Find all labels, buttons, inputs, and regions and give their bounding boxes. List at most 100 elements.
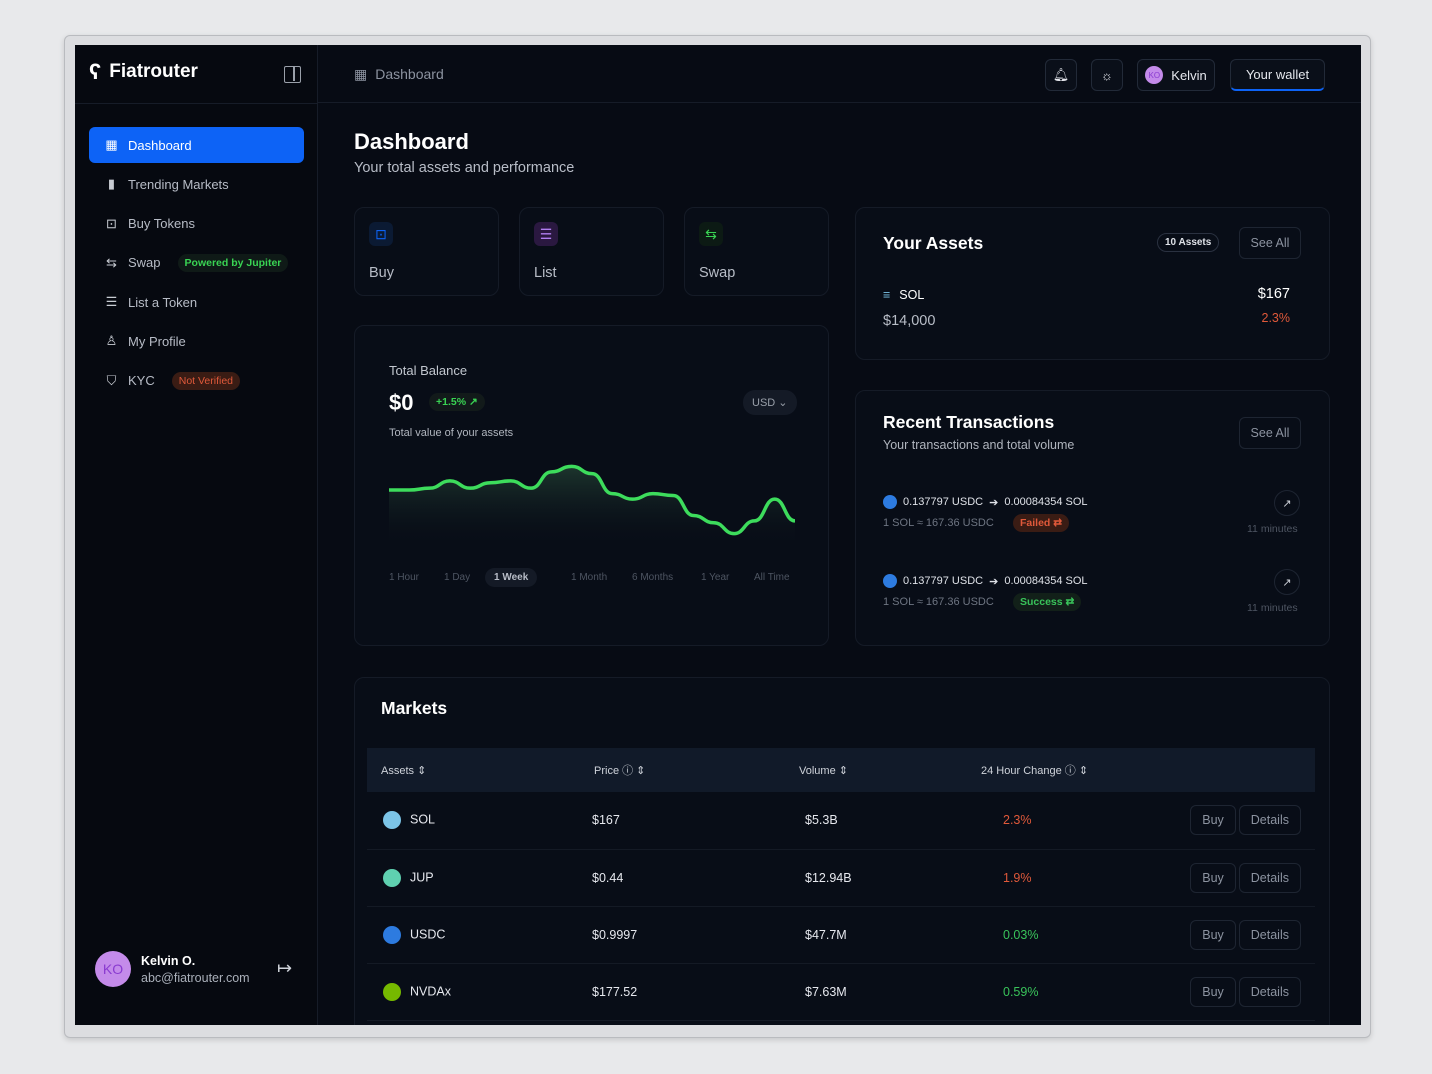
- volume-cell: $5.3B: [805, 813, 838, 828]
- sol-icon: ≡: [883, 288, 891, 302]
- transactions-subtitle: Your transactions and total volume: [883, 438, 1075, 452]
- asset-cell: NVDAx: [367, 963, 580, 1020]
- assets-title: Your Assets: [883, 233, 984, 253]
- col-price[interactable]: Price ⓘ ⇕: [594, 765, 646, 777]
- timeframe-tab[interactable]: 6 Months: [632, 572, 674, 583]
- markets-table: Assets ⇕ Price ⓘ ⇕ Volume ⇕ 24 Hour Chan…: [367, 748, 1315, 1021]
- col-label: Assets: [381, 764, 415, 777]
- details-button[interactable]: Details: [1238, 976, 1301, 1007]
- your-assets-card: [855, 207, 1330, 360]
- tx-rate: 1 SOL ≈ 167.36 USDC: [883, 596, 994, 608]
- price-cell: $177.52: [592, 984, 638, 999]
- label: My Profile: [128, 333, 186, 349]
- timeframe-tab[interactable]: All Time: [754, 572, 790, 583]
- swap-action-card[interactable]: ⇆ Swap: [684, 207, 829, 296]
- external-link-icon[interactable]: ↗: [1274, 490, 1300, 516]
- table-row: USDC $0.9997 $47.7M 0.03% Buy Details: [367, 906, 1315, 963]
- timeframe-tab[interactable]: 1 Month: [571, 572, 608, 583]
- user-name: Kelvin O.: [141, 953, 196, 968]
- list-action-card[interactable]: ☰ List: [519, 207, 664, 296]
- sidebar-collapse-icon[interactable]: [284, 66, 301, 83]
- details-button[interactable]: Details: [1238, 805, 1301, 836]
- currency-select[interactable]: USD ⌄: [743, 390, 797, 415]
- sidebar-item-list-token[interactable]: ☰ List a Token: [89, 284, 304, 320]
- usdc-sol-pair-icon: [883, 495, 897, 509]
- buy-button[interactable]: Buy: [1190, 976, 1236, 1007]
- sidebar-item-buy-tokens[interactable]: ⊡ Buy Tokens: [89, 206, 304, 242]
- details-button[interactable]: Details: [1238, 919, 1301, 950]
- timeframe-tab[interactable]: 1 Year: [701, 572, 730, 583]
- details-button[interactable]: Details: [1238, 862, 1301, 893]
- sidebar: ʕ Fiatrouter ▦ Dashboard ▮ Trending Markets…: [75, 45, 318, 1025]
- user-menu-button[interactable]: KO Kelvin: [1137, 59, 1215, 91]
- sidebar-item-dashboard[interactable]: ▦ Dashboard: [89, 127, 304, 163]
- tx-status-badge: Failed ⇄: [1013, 514, 1070, 532]
- buy-button[interactable]: Buy: [1190, 919, 1236, 950]
- change-cell: 2.3%: [1003, 813, 1032, 828]
- chart-area: [389, 466, 795, 540]
- bag-icon: ⊡: [106, 215, 117, 231]
- sidebar-nav: ▦ Dashboard ▮ Trending Markets ⊡ Buy Tokens…: [89, 127, 304, 402]
- assets-count-badge: 10 Assets: [1157, 233, 1220, 252]
- assets-see-all-button[interactable]: See All: [1239, 227, 1301, 259]
- list-icon: ☰: [534, 222, 558, 246]
- transactions-see-all-button[interactable]: See All: [1239, 417, 1301, 449]
- volume-cell: $12.94B: [805, 870, 852, 885]
- balance-label: Total Balance: [389, 363, 468, 378]
- logout-icon[interactable]: ↦: [277, 958, 293, 978]
- sol-icon: [383, 811, 401, 830]
- logo: ʕ Fiatrouter: [89, 59, 198, 85]
- list-icon: ☰: [105, 294, 118, 310]
- divider: [75, 103, 317, 104]
- wallet-button[interactable]: Your wallet: [1230, 59, 1325, 91]
- notifications-button[interactable]: 🔔︎: [1045, 59, 1077, 91]
- tx-to: 0.00084354 SOL: [1004, 575, 1088, 587]
- swap-icon: ⇆: [699, 222, 723, 246]
- balance-sub: Total value of your assets: [389, 427, 514, 439]
- logo-icon: ʕ: [89, 59, 102, 84]
- actions-cell: Buy Details: [1135, 849, 1315, 906]
- grid-icon: ▦: [354, 66, 368, 82]
- price-cell: $0.9997: [592, 927, 638, 942]
- sidebar-item-trending-markets[interactable]: ▮ Trending Markets: [89, 166, 304, 202]
- col-volume[interactable]: Volume ⇕: [799, 764, 848, 777]
- external-link-icon[interactable]: ↗: [1274, 569, 1300, 595]
- col-label: 24 Hour Change: [981, 765, 1062, 777]
- buy-button[interactable]: Buy: [1190, 862, 1236, 893]
- sun-icon: ☼: [1101, 67, 1113, 83]
- label: Swap: [128, 255, 161, 271]
- col-24h-change[interactable]: 24 Hour Change ⓘ ⇕: [981, 765, 1089, 777]
- label: Buy Tokens: [128, 216, 195, 232]
- asset-row[interactable]: ≡ SOL: [883, 288, 924, 302]
- bar-chart-icon: ▮: [107, 176, 116, 192]
- currency-value: USD: [752, 397, 776, 409]
- col-assets[interactable]: Assets ⇕: [381, 764, 427, 777]
- arrow-right-icon: ➔: [989, 575, 999, 588]
- theme-toggle-button[interactable]: ☼: [1091, 59, 1123, 91]
- label: Trending Markets: [128, 176, 229, 192]
- asset-change: 2.3%: [1261, 311, 1291, 325]
- sidebar-item-my-profile[interactable]: ♙ My Profile: [89, 323, 304, 359]
- timeframe-tab[interactable]: 1 Hour: [389, 572, 420, 583]
- label: KYC: [128, 373, 155, 389]
- page-title: Dashboard: [354, 129, 469, 154]
- asset-symbol: USDC: [410, 926, 446, 941]
- user-profile[interactable]: KO Kelvin O. abc@fiatrouter.com: [95, 951, 250, 987]
- sidebar-item-swap[interactable]: ⇆ Swap Powered by Jupiter: [89, 245, 304, 281]
- tx-time: 11 minutes: [1247, 523, 1298, 535]
- buy-action-card[interactable]: ⊡ Buy: [354, 207, 499, 296]
- volume-cell: $47.7M: [805, 927, 847, 942]
- timeframe-tab[interactable]: 1 Week: [485, 568, 538, 587]
- app: ʕ Fiatrouter ▦ Dashboard ▮ Trending Markets…: [75, 45, 1361, 1025]
- timeframe-tab[interactable]: 1 Day: [444, 572, 471, 583]
- actions-cell: Buy Details: [1135, 906, 1315, 963]
- sidebar-item-kyc[interactable]: ⛉ KYC Not Verified: [89, 363, 304, 399]
- asset-cell: JUP: [367, 849, 580, 906]
- breadcrumb-label: Dashboard: [375, 66, 444, 82]
- jupiter-badge: Powered by Jupiter: [177, 253, 289, 272]
- swap-icon: ⇆: [106, 254, 117, 270]
- label: Dashboard: [128, 137, 192, 153]
- breadcrumb: ▦ Dashboard: [354, 66, 444, 83]
- buy-button[interactable]: Buy: [1190, 805, 1236, 836]
- nvdax-icon: [383, 982, 401, 1001]
